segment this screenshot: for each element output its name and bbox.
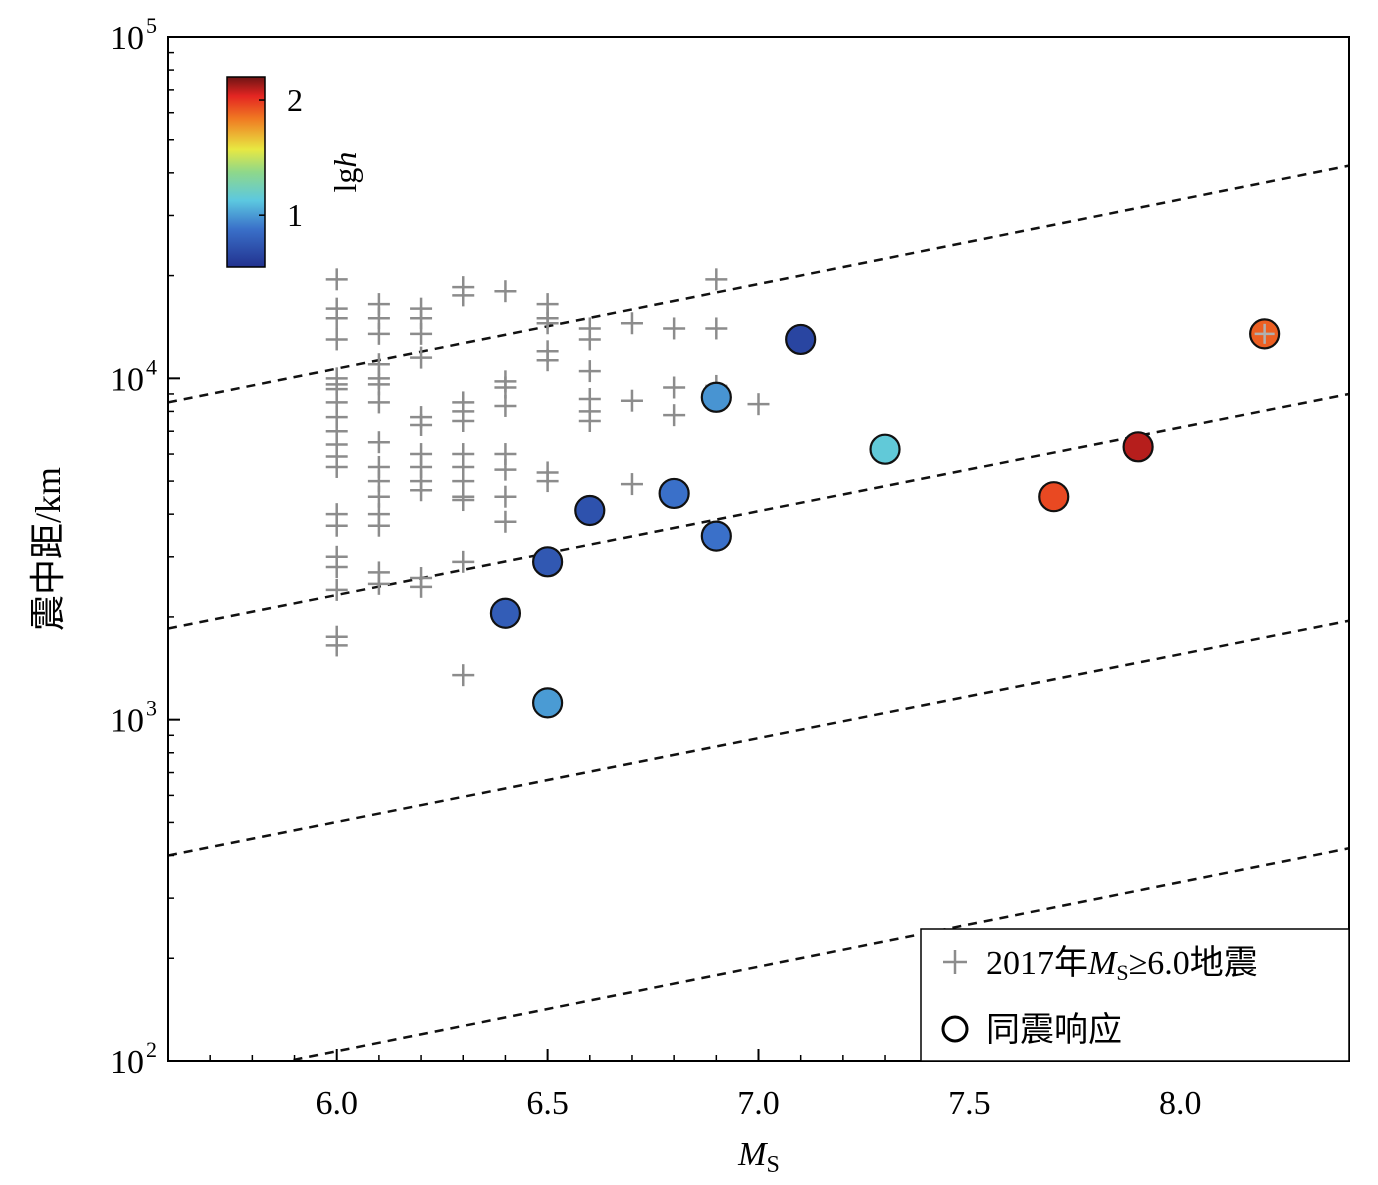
reference-lines [168,164,1349,1061]
earthquake-plus-marker [620,389,643,412]
response-circle-marker [785,323,817,356]
earthquake-plus-marker [452,284,475,307]
earthquake-plus-marker [452,550,475,573]
response-markers [489,318,1281,719]
y-tick-label: 10 [110,703,144,740]
earthquake-plus-marker [367,322,390,345]
x-tick-label: 8.0 [1159,1085,1202,1122]
response-circle-marker [658,477,690,510]
earthquake-plus-marker [325,634,348,657]
earthquake-plus-marker [705,268,728,291]
response-circle-marker [532,546,564,578]
colorbar-gradient [226,76,266,268]
earthquake-plus-marker-overlay [1254,323,1275,344]
colorbar-tick-label: 1 [287,197,303,233]
earthquake-plus-marker [536,470,559,493]
earthquake-plus-marker [410,413,433,436]
earthquake-plus-marker [494,510,517,533]
legend-plus-icon [943,950,967,974]
earthquake-plus-marker [578,328,601,351]
y-tick-exponent: 5 [146,13,157,38]
response-circle-marker [489,597,522,629]
response-circle-marker [532,687,564,719]
x-tick-label: 7.0 [737,1085,780,1122]
earthquake-plus-marker [367,514,390,537]
response-circle-marker [869,433,901,465]
earthquake-plus-marker [620,473,643,496]
response-circle-marker [1038,481,1070,513]
dashed-reference-line [281,847,1349,1061]
earthquake-plus-marker [452,489,475,512]
earthquake-plus-marker [536,312,559,335]
earthquake-plus-marker [494,376,517,399]
colorbar-ticks: 12 [259,82,303,233]
earthquake-plus-marker [325,556,348,579]
earthquake-plus-marker [663,376,686,399]
earthquake-plus-marker [620,312,643,335]
earthquake-plus-marker [705,317,728,340]
earthquake-plus-marker [325,307,348,330]
earthquake-plus-marker [663,317,686,340]
colorbar: 12 lgh [226,76,363,268]
x-axis-label: MS [737,1136,780,1178]
earthquake-plus-marker [410,575,433,598]
earthquake-plus-marker [578,409,601,432]
earthquake-plus-marker [747,393,770,416]
legend-label-earthquakes: 2017年MS≥6.0地震 [986,944,1258,985]
legend-circle-icon [941,1015,969,1043]
earthquake-plus-marker [494,485,517,508]
earthquake-plus-marker [452,664,475,687]
dashed-reference-line [168,619,1349,857]
earthquake-plus-marker [367,431,390,454]
dashed-reference-line [168,392,1349,630]
earthquake-plus-marker [325,578,348,601]
colorbar-tick-label: 2 [287,82,303,118]
y-tick-label: 10 [110,361,144,398]
earthquake-plus-marker [367,391,390,414]
y-tick-exponent: 2 [146,1037,157,1062]
x-tick-label: 6.0 [315,1085,358,1122]
earthquake-plus-marker [663,404,686,427]
response-circle-marker [700,381,732,413]
y-tick-label: 10 [110,1044,144,1081]
legend-box [920,928,1350,1062]
x-tick-label: 7.5 [948,1085,991,1122]
earthquake-plus-marker [325,268,348,291]
earthquake-plus-marker [452,409,475,432]
earthquake-plus-marker [578,360,601,383]
earthquake-plus-marker [325,455,348,478]
earthquake-plus-marker [494,458,517,481]
earthquake-plus-marker [536,349,559,372]
earthquake-plus-marker [410,346,433,369]
y-tick-exponent: 3 [146,696,157,721]
legend: 2017年MS≥6.0地震 同震响应 [920,928,1350,1062]
earthquake-plus-marker [325,514,348,537]
response-circle-marker [700,520,732,552]
response-circle-marker [574,494,606,527]
earthquake-plus-marker [494,280,517,303]
earthquake-plus-marker [410,479,433,502]
earthquake-plus-marker [325,328,348,351]
earthquake-plus-marker [494,394,517,417]
earthquake-plus-marker [410,322,433,345]
legend-label-response: 同震响应 [986,1011,1122,1049]
y-axis-label: 震中距/km [28,467,68,631]
earthquake-plus-marker [367,572,390,595]
colorbar-label: lgh [327,152,363,193]
y-tick-label: 10 [110,20,144,57]
y-tick-exponent: 4 [146,354,157,379]
response-circle-marker [1122,431,1154,463]
dashed-reference-line [168,164,1349,404]
x-tick-label: 6.5 [526,1085,569,1122]
